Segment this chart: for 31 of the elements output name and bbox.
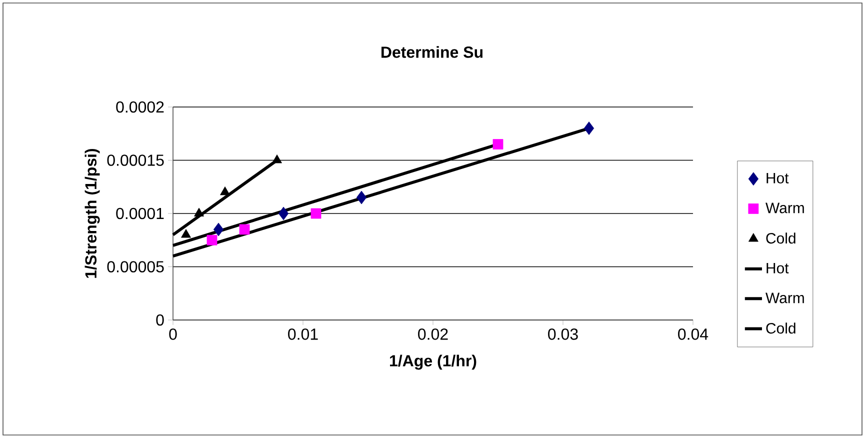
legend-label: Hot [766, 172, 789, 184]
point [310, 208, 322, 219]
legend-label: Cold [766, 322, 796, 334]
y-tick-label: 0.0001 [116, 208, 164, 220]
point [206, 234, 218, 246]
legend-label: Warm [766, 202, 804, 214]
chart-title: Determine Su [382, 46, 482, 58]
point [220, 186, 230, 196]
y-axis-title: 1/Strength (1/psi) [84, 148, 100, 278]
point [213, 222, 224, 236]
point [492, 139, 504, 150]
point [278, 206, 289, 220]
x-tick-label: 0 [169, 328, 177, 340]
legend-label: Cold [766, 232, 796, 244]
legend-label: Warm [766, 292, 804, 304]
point [356, 190, 367, 204]
y-tick-label: 0 [156, 314, 164, 326]
x-axis-title: 1/Age (1/hr) [390, 354, 476, 370]
point [181, 229, 191, 238]
x-tick-label: 0.01 [288, 328, 318, 340]
y-tick-label: 0.00015 [107, 154, 164, 166]
point [272, 154, 282, 164]
y-tick-label: 0.0002 [116, 101, 164, 113]
legend-label: Hot [766, 262, 789, 274]
x-tick-label: 0.04 [678, 328, 708, 340]
x-tick-label: 0.02 [418, 328, 448, 340]
point [584, 122, 594, 135]
point [239, 224, 250, 235]
y-tick-label: 0.00005 [107, 261, 164, 272]
x-tick-label: 0.03 [548, 328, 578, 340]
point [194, 208, 204, 216]
